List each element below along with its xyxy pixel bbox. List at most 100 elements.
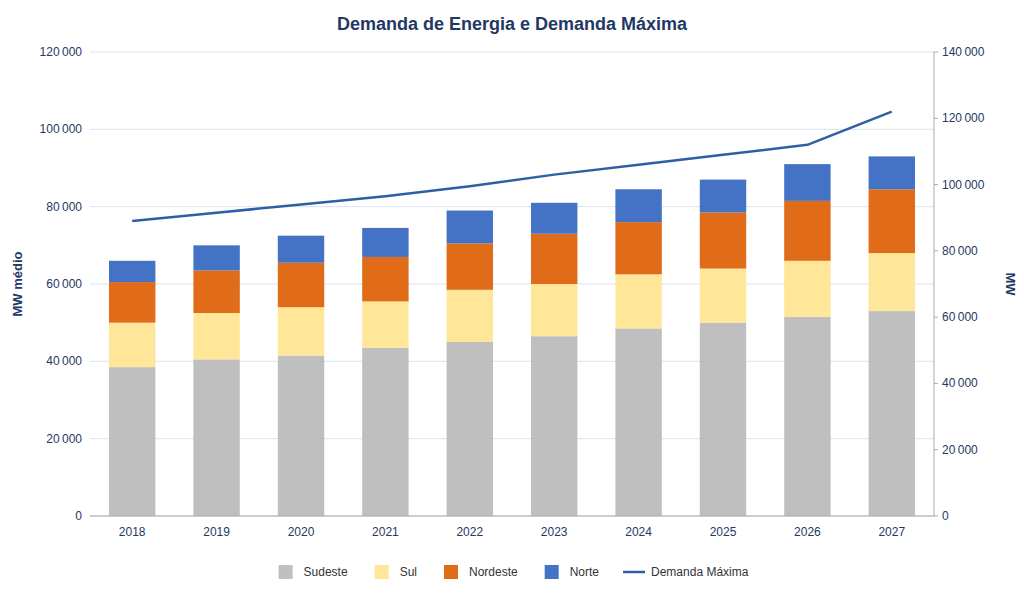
y2-tick (934, 52, 938, 53)
y2-tick (934, 250, 938, 251)
bar (869, 189, 915, 253)
legend-item: Norte (545, 565, 600, 579)
bar (362, 301, 408, 347)
line (132, 112, 892, 221)
bar (447, 243, 493, 289)
bar-series (109, 156, 915, 282)
x-tick-label: 2024 (625, 525, 652, 539)
bar (447, 211, 493, 244)
bar (784, 201, 830, 261)
bar (447, 342, 493, 516)
legend-swatch (375, 565, 389, 579)
bar (109, 261, 155, 282)
bar (869, 311, 915, 516)
grid-line (90, 129, 934, 130)
bar (700, 269, 746, 323)
grid (90, 52, 934, 516)
chart-container: Demanda de Energia e Demanda Máxima020 0… (0, 0, 1024, 598)
bar (531, 234, 577, 284)
bar (362, 348, 408, 516)
bar (278, 356, 324, 516)
bar (784, 261, 830, 317)
y-tick-label: 60 000 (46, 277, 82, 291)
y2-tick-label: 20 000 (942, 443, 978, 457)
bar (362, 257, 408, 301)
y-axis-label: MW médio (10, 251, 25, 316)
bar (193, 313, 239, 359)
y2-tick-label: 80 000 (942, 244, 978, 258)
legend-item: Demanda Máxima (623, 565, 749, 579)
y2-tick-label: 100 000 (942, 178, 985, 192)
bar (278, 307, 324, 355)
y2-tick (934, 449, 938, 450)
legend: Sudeste Sul Nordeste Norte Demanda Máxima (279, 565, 749, 579)
x-tick-label: 2023 (541, 525, 568, 539)
bar-series (109, 189, 915, 322)
legend-item: Sul (375, 565, 417, 579)
x-tick-label: 2018 (119, 525, 146, 539)
grid-line (90, 52, 934, 53)
bar (615, 328, 661, 516)
y-tick-label: 100 000 (40, 122, 83, 136)
y2-tick (934, 184, 938, 185)
y2-tick-label: 60 000 (942, 310, 978, 324)
y-tick-label: 40 000 (46, 354, 82, 368)
x-tick-label: 2019 (203, 525, 230, 539)
x-tick-label: 2026 (794, 525, 821, 539)
legend-label: Sul (400, 565, 417, 579)
bar (700, 212, 746, 268)
bar (615, 222, 661, 274)
y2-tick (934, 516, 938, 517)
bar (531, 336, 577, 516)
bar (109, 282, 155, 323)
bar (615, 274, 661, 328)
legend-label: Sudeste (304, 565, 348, 579)
x-tick-label: 2022 (456, 525, 483, 539)
y2-tick (934, 317, 938, 318)
bar (278, 263, 324, 307)
y2-tick-label: 140 000 (942, 45, 985, 59)
bar (447, 290, 493, 342)
y2-tick (934, 383, 938, 384)
bar (869, 156, 915, 189)
y2-tick-label: 0 (942, 509, 949, 523)
plot-area (109, 112, 915, 516)
bar (869, 253, 915, 311)
bar (615, 189, 661, 222)
x-tick-label: 2021 (372, 525, 399, 539)
bar (193, 245, 239, 270)
bar (531, 203, 577, 234)
legend-label: Demanda Máxima (651, 565, 749, 579)
bar (109, 367, 155, 516)
legend-swatch (623, 571, 645, 574)
y-tick-label: 20 000 (46, 432, 82, 446)
x-tick-label: 2025 (710, 525, 737, 539)
bar (109, 323, 155, 367)
bar (700, 180, 746, 213)
legend-item: Nordeste (444, 565, 518, 579)
y2-tick (934, 118, 938, 119)
legend-swatch (444, 565, 458, 579)
bar (278, 236, 324, 263)
chart-svg: Demanda de Energia e Demanda Máxima020 0… (0, 0, 1024, 598)
bar (700, 323, 746, 516)
bar (531, 284, 577, 336)
x-tick-label: 2027 (878, 525, 905, 539)
x-axis-line (90, 516, 934, 517)
legend-item: Sudeste (279, 565, 348, 579)
x-tick-label: 2020 (288, 525, 315, 539)
bar (362, 228, 408, 257)
bar (193, 270, 239, 313)
y2-axis-label: MW (1003, 272, 1018, 296)
grid-line (90, 516, 934, 517)
bar-series (109, 311, 915, 516)
y2-axis-line (934, 52, 935, 516)
legend-swatch (279, 565, 293, 579)
bar (784, 317, 830, 516)
y-tick-label: 120 000 (40, 45, 83, 59)
bar (193, 359, 239, 516)
y2-tick-label: 120 000 (942, 111, 985, 125)
y-tick-label: 80 000 (46, 200, 82, 214)
legend-label: Nordeste (469, 565, 518, 579)
y2-tick-label: 40 000 (942, 376, 978, 390)
